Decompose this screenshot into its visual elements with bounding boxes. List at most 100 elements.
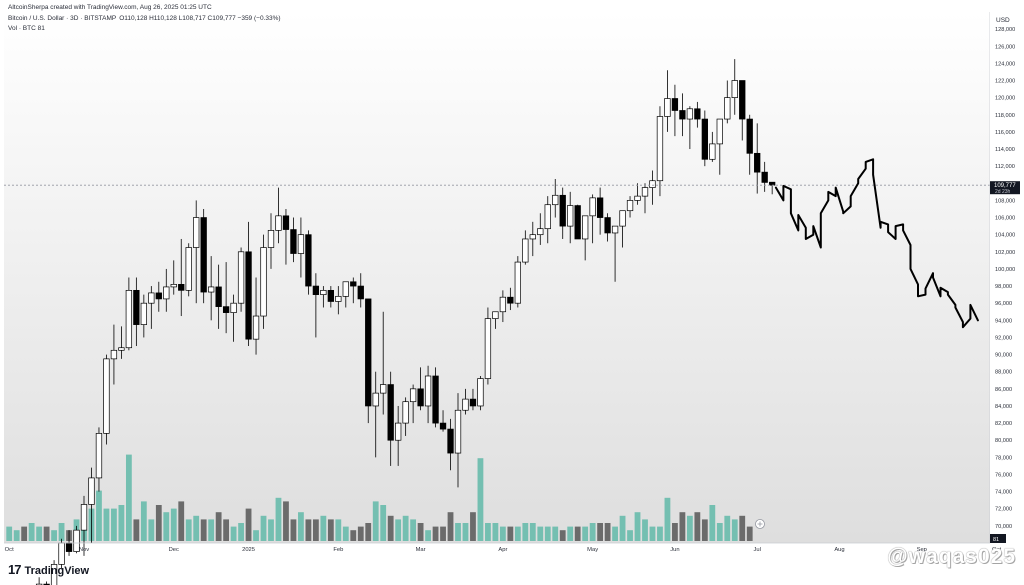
price-tick-label: 122,000 <box>995 79 1015 85</box>
candle-up <box>267 230 275 248</box>
candle-down <box>761 171 768 183</box>
volume-bar <box>492 523 499 541</box>
time-axis-labels: Oct Nov Dec 2025 Feb Mar Apr May Jun Jul Aug Sep Oct… <box>5 547 1002 553</box>
price-tick-label: 80,000 <box>995 438 1012 444</box>
candle-up <box>237 251 245 304</box>
price-tick-label: 70,000 <box>995 524 1012 530</box>
volume-bar <box>514 526 521 541</box>
volume-bar <box>552 526 559 541</box>
candle-down <box>178 284 185 291</box>
volume-bar <box>395 519 402 541</box>
candle-up <box>208 286 215 293</box>
volume-bar <box>462 523 469 541</box>
volume-bar <box>6 526 13 541</box>
time-tick-label: Oct <box>5 547 14 553</box>
time-tick-label: Aug <box>834 547 844 553</box>
candle-up <box>462 398 469 411</box>
candle-up <box>185 247 192 291</box>
volume-bar <box>380 505 387 541</box>
candle-up <box>118 347 125 351</box>
price-tick-label: 124,000 <box>995 61 1015 67</box>
volume-bar <box>238 523 244 541</box>
ohlc-values: O110,128 H110,128 L108,717 C109,777 −359… <box>119 15 281 22</box>
candle-up <box>342 281 349 297</box>
candle-up <box>297 234 305 254</box>
candle-down <box>290 229 297 254</box>
volume-bar <box>657 526 663 541</box>
candle-up <box>320 289 327 295</box>
price-tick-label: 108,000 <box>995 198 1015 204</box>
candle-up <box>140 302 147 325</box>
volume-bar <box>410 519 417 541</box>
candle-down <box>350 281 357 287</box>
tradingview-logo[interactable]: 17 TradingView <box>8 562 89 577</box>
candles <box>35 59 776 585</box>
candle-up <box>372 392 379 407</box>
candle-up <box>125 289 133 349</box>
volume-bar <box>544 526 551 541</box>
volume-bar <box>275 497 282 541</box>
candle-up <box>163 286 170 300</box>
candle-up <box>582 215 589 240</box>
volume-bar <box>305 519 312 541</box>
scroll-to-latest-icon[interactable] <box>755 519 765 529</box>
volume-bar <box>155 505 162 541</box>
price-tick-label: 84,000 <box>995 404 1012 410</box>
candle-up <box>724 97 731 120</box>
time-tick-label: Jun <box>670 547 679 553</box>
candle-up <box>477 378 484 407</box>
volume-bar <box>447 512 454 541</box>
volume-bar <box>432 526 439 541</box>
volume-bar <box>529 523 536 541</box>
volume-bar <box>664 497 671 541</box>
candle-up <box>103 358 110 434</box>
volume-bar <box>597 523 604 541</box>
candle-up <box>664 98 671 117</box>
volume-bar <box>589 523 596 541</box>
volume-bar <box>365 523 372 541</box>
time-tick-label: Nov <box>79 547 89 553</box>
volume-bar <box>58 523 65 541</box>
last-price-tag: 109,777 2d 23h <box>990 181 1020 195</box>
candle-up <box>484 318 492 379</box>
tradingview-brand: TradingView <box>24 565 90 577</box>
volume-bar <box>372 501 379 541</box>
volume-bar <box>649 526 656 541</box>
price-axis[interactable] <box>990 12 1024 543</box>
volume-bar <box>178 501 185 541</box>
time-tick-label: Sep <box>917 547 927 553</box>
candle-down <box>439 422 447 430</box>
candle-down <box>432 375 439 424</box>
candle-down <box>574 205 581 240</box>
candle-up <box>492 311 499 319</box>
volume-bar <box>574 526 581 541</box>
candle-up <box>709 143 716 160</box>
candle-down <box>305 234 312 287</box>
candle-down <box>245 251 252 340</box>
candle-up <box>567 205 574 227</box>
price-tick-label: 94,000 <box>995 318 1012 324</box>
price-tick-label: 114,000 <box>995 147 1015 153</box>
volume-bar <box>716 523 723 541</box>
candle-up <box>454 409 462 454</box>
volume-bar <box>140 501 147 541</box>
price-tick-label: 120,000 <box>995 96 1015 102</box>
candle-down <box>754 152 761 173</box>
time-tick-label: Dec <box>169 547 179 553</box>
price-tick-label: 128,000 <box>995 27 1015 33</box>
candle-up <box>641 187 649 197</box>
volume-bar <box>200 519 207 541</box>
candle-down <box>701 118 708 160</box>
candle-up <box>402 401 409 424</box>
volume-bar <box>627 530 633 541</box>
volume-bar <box>335 519 342 541</box>
volume-bar <box>185 519 192 541</box>
candle-up <box>619 210 626 227</box>
volume-bar <box>170 508 177 541</box>
symbol-legend[interactable]: Bitcoin / U.S. Dollar · 3D · BITSTAMP O11… <box>8 15 284 22</box>
volume-bar <box>223 519 230 541</box>
volume-bar <box>253 530 259 541</box>
volume-bar <box>230 526 237 541</box>
volume-bar <box>709 505 716 541</box>
